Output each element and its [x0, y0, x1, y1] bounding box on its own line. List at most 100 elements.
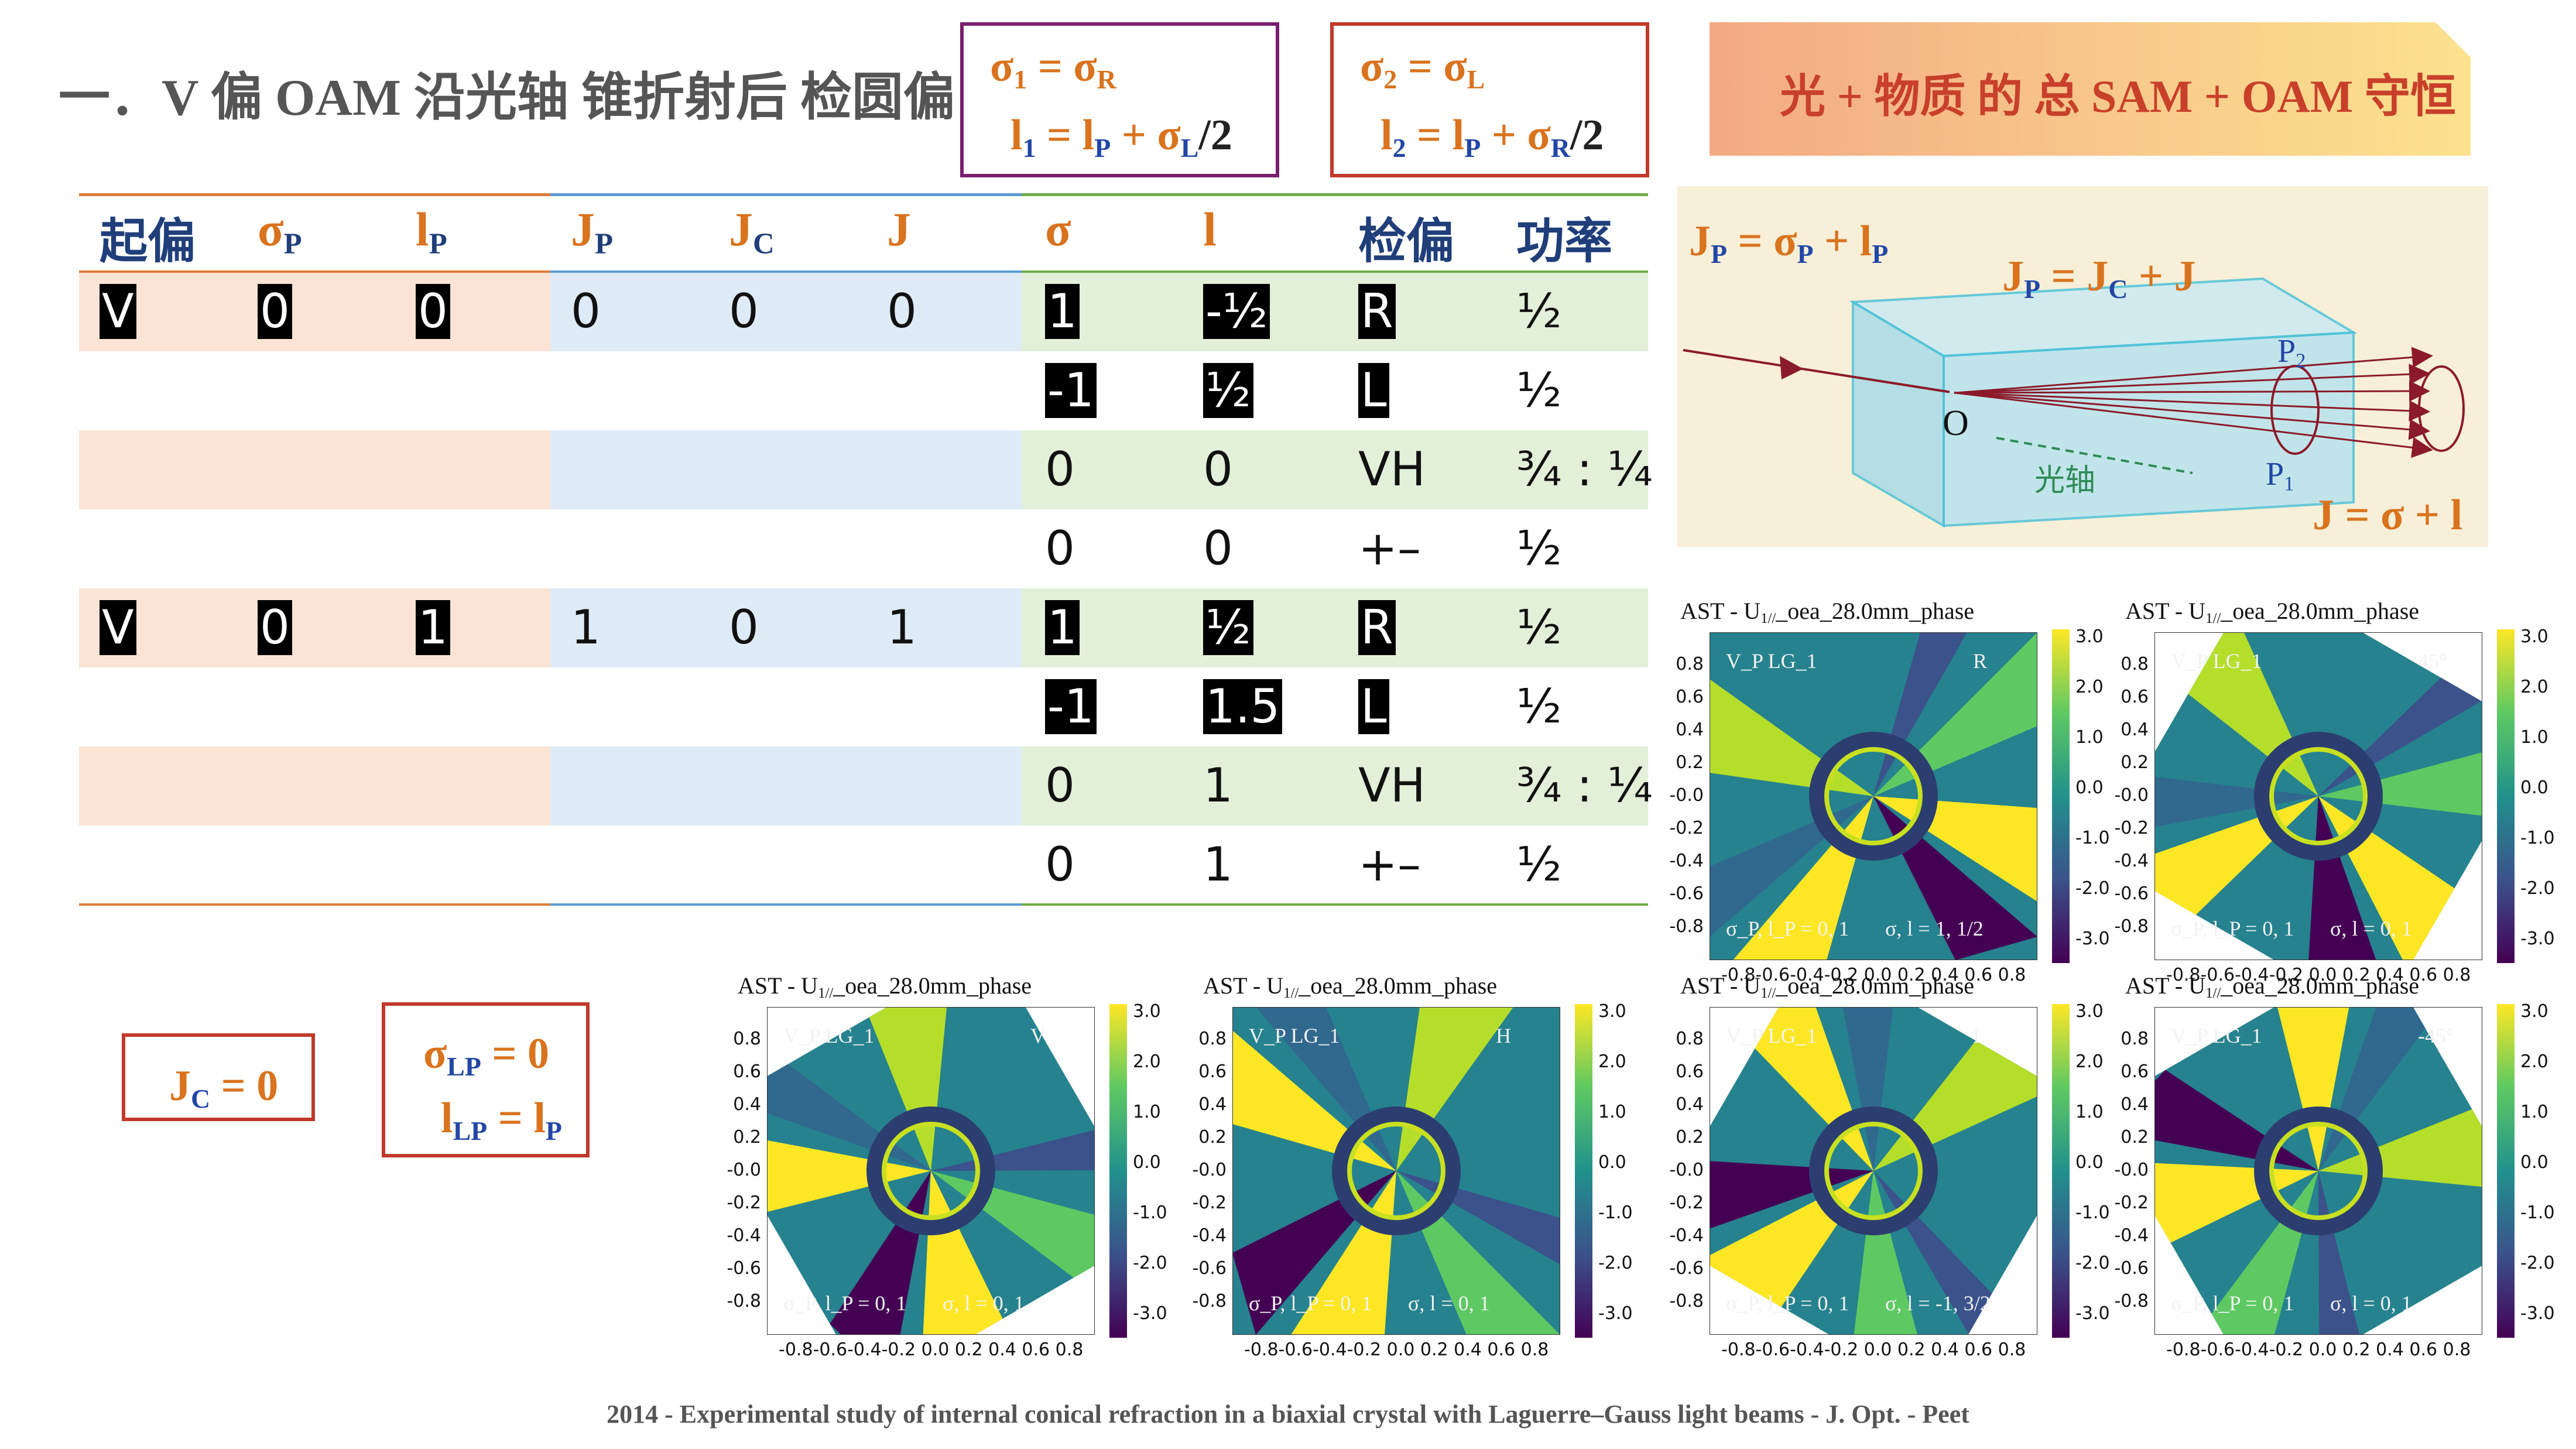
colorbar-tick: 1.0 [2520, 1102, 2548, 1122]
table-band-green-r5 [1022, 588, 1648, 667]
colorbar-tick: 3.0 [2075, 626, 2104, 647]
plot-title-tail: _oea_28.0mm_phase [1776, 972, 1975, 999]
plot-title-main: AST - U [2125, 972, 2206, 999]
header-sigma: σ [1045, 203, 1071, 256]
plot-title-tail: _oea_28.0mm_phase [833, 972, 1032, 999]
colorbar-tick: 3.0 [2075, 1001, 2104, 1022]
colorbar-tick: 1.0 [2075, 727, 2104, 748]
table-cell: L [1358, 679, 1389, 734]
y-tick-label: -0.4 [1669, 1225, 1704, 1246]
table-cell: 0 [729, 600, 759, 655]
table-top-rule-orange [79, 193, 550, 196]
table-cell: 0 [1045, 837, 1075, 892]
plot-input-label: σ_P, l_P = 0, 1 [2171, 917, 2294, 940]
diagram-optic-axis-label: 光轴 [2034, 463, 2096, 498]
plot-input-label: σ_P, l_P = 0, 1 [1726, 917, 1849, 940]
colorbar-tick: -1.0 [2520, 1203, 2555, 1223]
colorbar-tick: -3.0 [1598, 1303, 1633, 1324]
plot-frame [767, 1007, 1095, 1335]
colorbar-tick: 3.0 [2520, 1001, 2548, 1022]
plot-title-sub: 1// [2205, 610, 2221, 626]
plot-corner-label: V_P LG_1 [2171, 1024, 2262, 1047]
table-cell: 0 [258, 284, 292, 339]
y-tick-label: 0.8 [2121, 1029, 2149, 1049]
y-tick-label: -0.8 [727, 1291, 761, 1311]
y-tick-label: -0.2 [2114, 818, 2149, 838]
y-tick-label: -0.4 [2114, 851, 2149, 871]
y-tick-label: 0.6 [1198, 1061, 1227, 1082]
y-tick-label: 0.2 [733, 1127, 761, 1147]
colorbar-tick: -1.0 [1133, 1203, 1167, 1223]
header-l-p: lP [416, 203, 447, 261]
y-tick-label: -0.8 [2114, 1291, 2149, 1311]
table-cell: V [100, 600, 136, 655]
table-cell: 0 [416, 284, 450, 339]
plot-title: AST - U1//_oea_28.0mm_phase [2125, 972, 2419, 1002]
table-cell: 0 [1203, 442, 1233, 496]
formula-sigma1: σ1 = σR [990, 43, 1116, 94]
colorbar [2497, 1004, 2515, 1338]
y-tick-label: -0.8 [1669, 1291, 1704, 1311]
diagram-inner-formula: JP = JC + J [2002, 252, 2196, 304]
table-cell: R [1358, 600, 1396, 655]
y-tick-label: 0.8 [733, 1029, 761, 1049]
table-cell: +– [1358, 521, 1421, 576]
plot-title-tail: _oea_28.0mm_phase [1299, 972, 1498, 999]
colorbar [2052, 629, 2070, 963]
page-title: 一．V 偏 OAM 沿光轴 锥折射后 检圆偏 [59, 70, 955, 126]
formula-box-1: σ1 = σR l1 = lP + σL/2 [960, 22, 1279, 177]
y-tick-label: -0.6 [2114, 883, 2149, 904]
y-tick-label: -0.0 [1669, 1160, 1704, 1180]
colorbar-tick: -3.0 [2520, 1303, 2555, 1324]
plot-corner-label: V_P LG_1 [1249, 1024, 1340, 1047]
table-cell: ½ [1516, 284, 1562, 338]
diagram-j-formula: J = σ + l [2313, 491, 2463, 539]
header-power: 功率 [1516, 214, 1613, 269]
colorbar-tick: 2.0 [1598, 1051, 1626, 1072]
table-band-green-r1 [1022, 272, 1648, 351]
table-band-blue-top [550, 272, 1022, 351]
plot-corner-label: V_P LG_1 [783, 1024, 875, 1047]
banner-text: 光 + 物质 的 总 SAM + OAM 守恒 [1780, 71, 2456, 122]
table-cell: 0 [258, 600, 292, 655]
colorbar-tick: -3.0 [2520, 929, 2555, 949]
table-cell: ½ [1516, 837, 1562, 892]
header-l: l [1203, 203, 1217, 256]
plot-title-sub: 1// [1760, 985, 1776, 1001]
table-band-blue-r7 [550, 746, 1022, 825]
plot-frame [1710, 632, 2037, 960]
phase-map [2154, 632, 2482, 960]
y-tick-label: 0.8 [2121, 654, 2149, 674]
colorbar-tick: -3.0 [2075, 929, 2110, 949]
diagram-jp-formula: JP = σP + lP [1689, 217, 1889, 269]
plot-title-sub: 1// [2205, 985, 2221, 1001]
plot-output-label: σ, l = 1, 1/2 [1885, 917, 1984, 940]
y-tick-label: -0.2 [1669, 818, 1704, 838]
plot-title: AST - U1//_oea_28.0mm_phase [738, 972, 1032, 1002]
colorbar-tick: 0.0 [2520, 1152, 2548, 1173]
y-tick-label: -0.8 [2114, 916, 2149, 937]
phase-map-svg [1710, 632, 2037, 960]
table-top-rule-green [1022, 193, 1648, 196]
colorbar-tick: 1.0 [1598, 1102, 1626, 1122]
colorbar-tick: 2.0 [2520, 1051, 2548, 1072]
colorbar [2052, 1004, 2070, 1338]
header-j-p: JP [571, 203, 614, 261]
table-cell: 1 [416, 600, 450, 655]
colorbar-tick: 2.0 [2075, 677, 2104, 697]
plot-input-label: σ_P, l_P = 0, 1 [2171, 1292, 2294, 1315]
plot-corner-label: V_P LG_1 [2171, 649, 2262, 673]
colorbar [1109, 1004, 1127, 1338]
formula-l-lp: lLP = lP [441, 1094, 562, 1146]
phase-map-svg [767, 1007, 1095, 1335]
table-cell: -½ [1203, 284, 1270, 339]
plot-title-main: AST - U [2125, 598, 2206, 624]
phase-map [1232, 1007, 1560, 1335]
conservation-banner [1710, 22, 2471, 156]
y-tick-label: 0.6 [2121, 687, 2149, 707]
table-cell: 0 [887, 284, 917, 338]
colorbar-tick: -3.0 [1133, 1303, 1167, 1324]
plot-title: AST - U1//_oea_28.0mm_phase [2125, 597, 2419, 627]
y-tick-label: -0.4 [727, 1225, 761, 1246]
y-tick-label: -0.6 [1669, 1258, 1704, 1279]
